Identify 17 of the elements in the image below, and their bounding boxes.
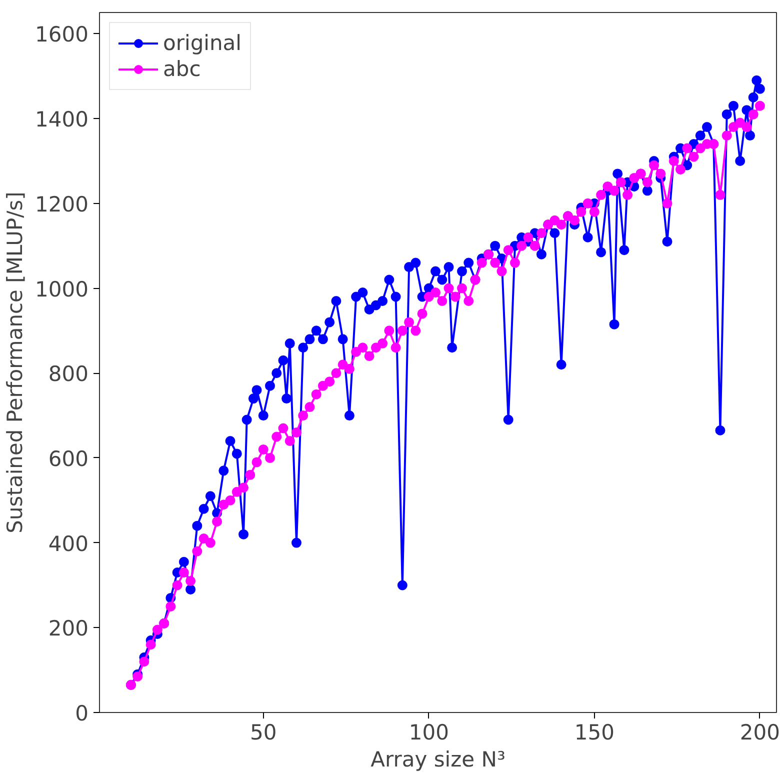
x-axis-title: Array size N³ <box>370 748 506 772</box>
y-tick-label: 1000 <box>35 277 89 302</box>
y-tick-label: 1600 <box>35 22 89 47</box>
legend-label: abc <box>163 57 201 81</box>
x-tick-label: 100 <box>408 720 449 744</box>
y-tick-label: 200 <box>48 616 89 641</box>
y-tick-label: 1400 <box>35 108 89 132</box>
y-tick-label: 0 <box>75 702 89 726</box>
y-tick-label: 400 <box>48 532 89 556</box>
y-tick-label: 600 <box>48 446 89 471</box>
x-tick-label: 150 <box>574 720 614 744</box>
y-tick-label: 800 <box>48 362 89 386</box>
x-tick-label: 50 <box>250 720 277 744</box>
x-tick-label: 200 <box>740 720 780 744</box>
legend-label: original <box>163 31 242 55</box>
y-axis-title: Sustained Performance [MLUP/s] <box>3 192 28 534</box>
y-tick-label: 1200 <box>35 192 89 216</box>
